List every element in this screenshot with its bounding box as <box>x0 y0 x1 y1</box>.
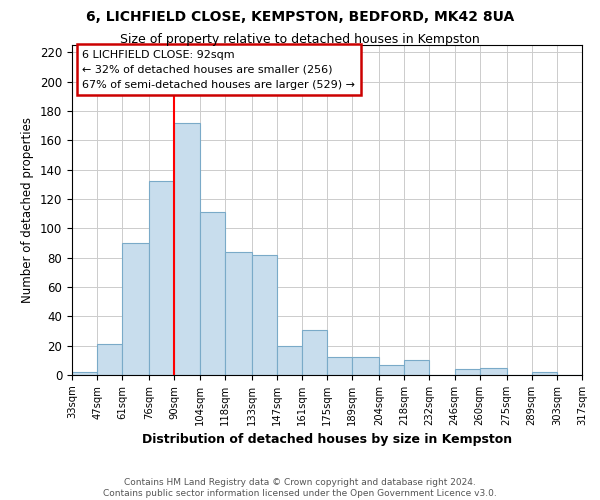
Bar <box>149 182 175 375</box>
Bar <box>175 122 199 375</box>
Bar <box>379 364 404 375</box>
X-axis label: Distribution of detached houses by size in Kempston: Distribution of detached houses by size … <box>142 434 512 446</box>
Bar <box>122 243 149 375</box>
Bar <box>199 212 224 375</box>
Bar <box>97 344 122 375</box>
Y-axis label: Number of detached properties: Number of detached properties <box>22 117 34 303</box>
Bar <box>455 369 479 375</box>
Bar <box>404 360 430 375</box>
Bar <box>532 372 557 375</box>
Bar <box>224 252 251 375</box>
Text: 6 LICHFIELD CLOSE: 92sqm
← 32% of detached houses are smaller (256)
67% of semi-: 6 LICHFIELD CLOSE: 92sqm ← 32% of detach… <box>82 50 355 90</box>
Bar <box>582 374 600 375</box>
Bar <box>251 254 277 375</box>
Bar <box>72 372 97 375</box>
Text: 6, LICHFIELD CLOSE, KEMPSTON, BEDFORD, MK42 8UA: 6, LICHFIELD CLOSE, KEMPSTON, BEDFORD, M… <box>86 10 514 24</box>
Text: Size of property relative to detached houses in Kempston: Size of property relative to detached ho… <box>120 32 480 46</box>
Bar <box>352 358 379 375</box>
Bar <box>327 358 352 375</box>
Bar <box>302 330 327 375</box>
Bar <box>277 346 302 375</box>
Text: Contains HM Land Registry data © Crown copyright and database right 2024.
Contai: Contains HM Land Registry data © Crown c… <box>103 478 497 498</box>
Bar <box>479 368 506 375</box>
